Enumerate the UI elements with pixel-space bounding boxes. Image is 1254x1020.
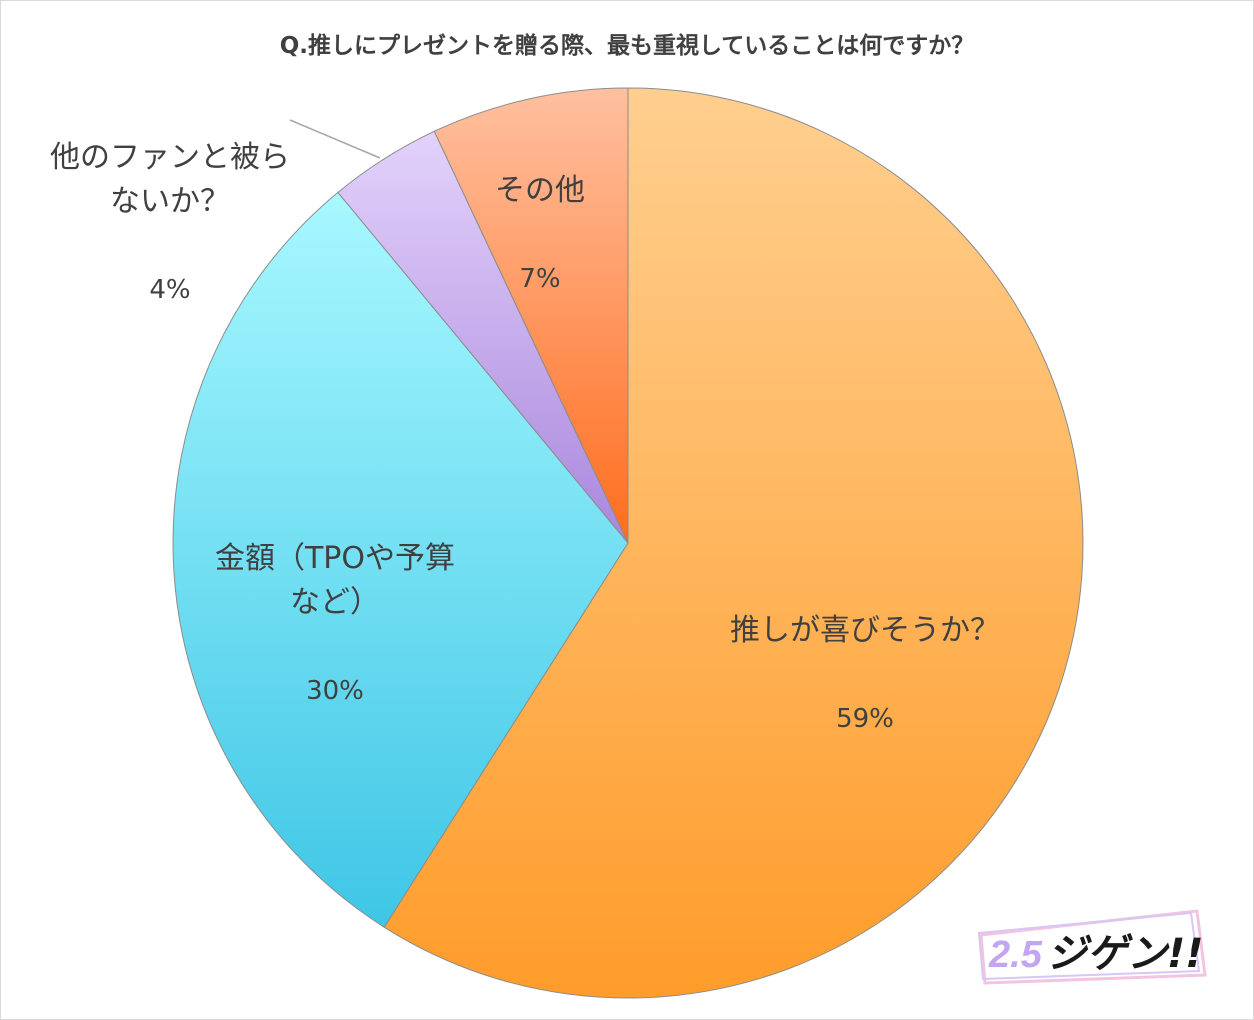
pie-slice-other <box>433 87 629 544</box>
slice-label-oshi-pct: 59% <box>836 704 894 734</box>
chart-title: Q.推しにプレゼントを贈る際、最も重視していることは何ですか？ <box>279 33 975 59</box>
slice-label-kingaku-text: 金額（TPOや予算 など） <box>214 541 456 620</box>
slice-label-kaburi: 他のファンと被ら ないか？ 4% <box>40 92 300 356</box>
slice-label-kaburi-text: 他のファンと被ら ないか？ <box>50 140 290 219</box>
slice-label-kingaku: 金額（TPOや予算 など） 30% <box>180 493 490 757</box>
slice-label-oshi-text: 推しが喜びそうか？ <box>730 613 1000 648</box>
slice-label-kingaku-pct: 30% <box>306 676 364 706</box>
slice-label-other-text: その他 <box>495 173 585 208</box>
svg-text:2.5: 2.5 <box>988 934 1043 976</box>
slice-label-oshi: 推しが喜びそうか？ 59% <box>695 565 1035 785</box>
slice-label-kaburi-pct: 4% <box>149 275 191 305</box>
watermark-logo: 2.5 ジゲン!! <box>977 909 1207 985</box>
svg-text:ジゲン!!: ジゲン!! <box>1047 931 1203 977</box>
pie-slice-kingaku <box>172 191 629 928</box>
slice-label-other-pct: 7% <box>519 264 561 294</box>
leader-line <box>289 119 381 159</box>
slice-label-other: その他 7% <box>470 125 610 345</box>
pie-slice-oshi <box>383 87 1084 999</box>
